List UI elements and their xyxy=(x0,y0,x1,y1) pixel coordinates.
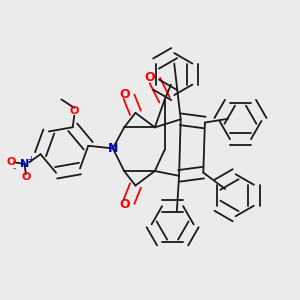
Text: O: O xyxy=(70,106,79,116)
Text: -: - xyxy=(12,163,16,173)
Text: O: O xyxy=(145,71,155,85)
Text: N: N xyxy=(108,142,118,155)
Text: O: O xyxy=(21,172,31,182)
Text: O: O xyxy=(120,88,130,100)
Text: +: + xyxy=(27,155,34,164)
Text: O: O xyxy=(6,157,16,167)
Text: O: O xyxy=(120,198,130,212)
Text: N: N xyxy=(20,159,29,169)
